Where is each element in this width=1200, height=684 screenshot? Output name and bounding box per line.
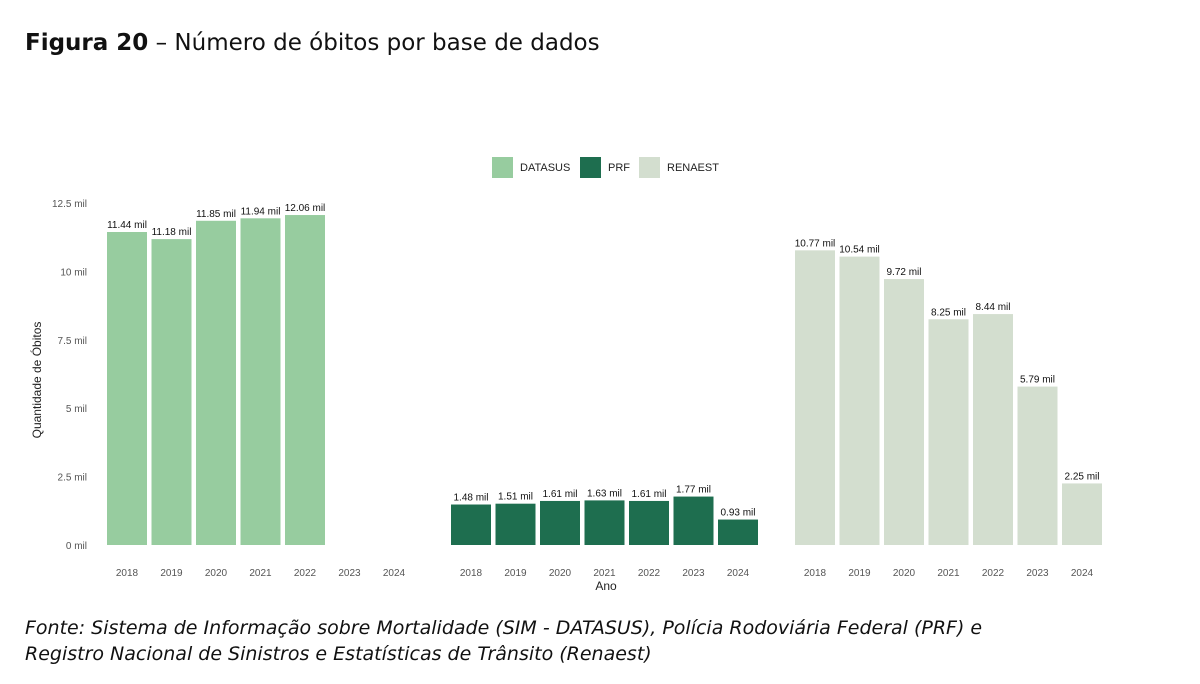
- y-tick-label: 12.5 mil: [52, 199, 87, 210]
- x-tick-label: 2024: [1071, 568, 1094, 579]
- data-label: 5.79 mil: [1020, 375, 1055, 386]
- bar: [451, 504, 491, 545]
- source-note: Fonte: Sistema de Informação sobre Morta…: [25, 615, 1185, 667]
- data-label: 1.48 mil: [453, 493, 488, 504]
- legend-swatch-renaest: [639, 157, 660, 178]
- bar: [718, 519, 758, 545]
- x-tick-label: 2019: [160, 568, 183, 579]
- x-tick-label: 2022: [638, 568, 661, 579]
- data-label: 8.44 mil: [975, 302, 1010, 313]
- x-tick-label: 2023: [338, 568, 361, 579]
- chart-bars: 11.44 mil 11.18 mil 11.85 mil 11.94 mil 12.0…: [107, 203, 1102, 546]
- x-tick-label: 2023: [682, 568, 705, 579]
- y-axis: 0 mil 2.5 mil 5 mil 7.5 mil 10 mil 12.5 mil: [52, 199, 87, 552]
- x-axis-title: Ano: [595, 579, 617, 593]
- bar: [1017, 386, 1058, 545]
- data-label: 1.61 mil: [542, 489, 577, 500]
- y-axis-title: Quantidade de Óbitos: [29, 322, 44, 439]
- legend-label-prf: PRF: [608, 162, 630, 174]
- x-tick-label: 2019: [504, 568, 527, 579]
- legend-label-renaest: RENAEST: [667, 162, 719, 174]
- bar: [151, 239, 192, 545]
- x-axis: 2018 2019 2020 2021 2022 2023 2024 2018 2019 2020…: [116, 568, 1094, 579]
- y-tick-label: 2.5 mil: [58, 473, 87, 484]
- data-label: 9.72 mil: [886, 267, 921, 278]
- data-label: 11.85 mil: [196, 209, 236, 220]
- data-label: 11.44 mil: [107, 220, 147, 231]
- figure-title: Figura 20 – Número de óbitos por base de…: [25, 30, 600, 56]
- y-tick-label: 5 mil: [66, 404, 87, 415]
- bar: [285, 215, 325, 546]
- bar: [1062, 483, 1102, 545]
- x-tick-label: 2023: [1026, 568, 1049, 579]
- chart-legend: DATASUS PRF RENAEST: [492, 157, 719, 178]
- y-tick-label: 10 mil: [60, 267, 87, 278]
- bar: [495, 503, 536, 545]
- data-label: 10.54 mil: [839, 245, 880, 256]
- bar: [540, 500, 580, 545]
- legend-swatch-prf: [580, 157, 601, 178]
- x-tick-label: 2018: [804, 568, 827, 579]
- x-tick-label: 2022: [982, 568, 1005, 579]
- x-tick-label: 2021: [249, 568, 272, 579]
- data-label: 1.63 mil: [587, 488, 622, 499]
- x-tick-label: 2024: [383, 568, 406, 579]
- bar: [240, 218, 281, 545]
- bar: [839, 256, 880, 545]
- x-tick-label: 2019: [848, 568, 871, 579]
- x-tick-label: 2018: [460, 568, 483, 579]
- bar: [584, 500, 625, 545]
- bar: [107, 232, 147, 546]
- series-prf: 1.48 mil 1.51 mil 1.61 mil 1.63 mil 1.61 mil…: [451, 485, 758, 545]
- bar: [673, 496, 714, 545]
- data-label: 0.93 mil: [720, 508, 755, 519]
- legend-label-datasus: DATASUS: [520, 162, 570, 174]
- series-datasus: 11.44 mil 11.18 mil 11.85 mil 11.94 mil 12.0…: [107, 203, 326, 546]
- figure-label: Figura 20: [25, 30, 149, 56]
- data-label: 10.77 mil: [795, 238, 836, 249]
- data-label: 1.77 mil: [676, 485, 711, 496]
- y-tick-label: 7.5 mil: [58, 336, 87, 347]
- data-label: 11.94 mil: [241, 206, 281, 217]
- bar: [795, 250, 835, 545]
- source-line-2: Registro Nacional de Sinistros e Estatís…: [25, 643, 652, 665]
- bar: [196, 220, 236, 545]
- x-tick-label: 2021: [937, 568, 960, 579]
- figure-caption: – Número de óbitos por base de dados: [148, 30, 600, 56]
- bar: [884, 279, 924, 545]
- x-tick-label: 2024: [727, 568, 750, 579]
- x-tick-label: 2020: [549, 568, 572, 579]
- x-tick-label: 2020: [893, 568, 916, 579]
- x-tick-label: 2022: [294, 568, 317, 579]
- data-label: 12.06 mil: [285, 203, 326, 214]
- legend-swatch-datasus: [492, 157, 513, 178]
- data-label: 8.25 mil: [931, 307, 966, 318]
- x-tick-label: 2020: [205, 568, 228, 579]
- source-line-1: Fonte: Sistema de Informação sobre Morta…: [25, 617, 983, 639]
- data-label: 2.25 mil: [1064, 471, 1099, 482]
- data-label: 1.61 mil: [631, 489, 666, 500]
- x-tick-label: 2018: [116, 568, 139, 579]
- data-label: 1.51 mil: [498, 492, 533, 503]
- bar: [973, 314, 1013, 545]
- bar: [629, 500, 669, 545]
- x-tick-label: 2021: [593, 568, 616, 579]
- bar: [928, 319, 969, 545]
- y-tick-label: 0 mil: [66, 541, 87, 552]
- data-label: 11.18 mil: [152, 227, 192, 238]
